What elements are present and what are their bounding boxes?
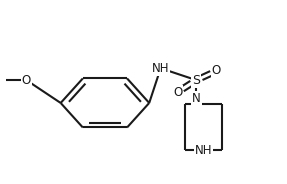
Text: O: O — [173, 86, 183, 98]
Text: N: N — [192, 92, 201, 105]
Text: NH: NH — [152, 62, 169, 75]
Text: S: S — [192, 74, 200, 87]
Text: O: O — [22, 74, 31, 87]
Text: O: O — [212, 65, 221, 77]
Text: NH: NH — [195, 144, 212, 157]
